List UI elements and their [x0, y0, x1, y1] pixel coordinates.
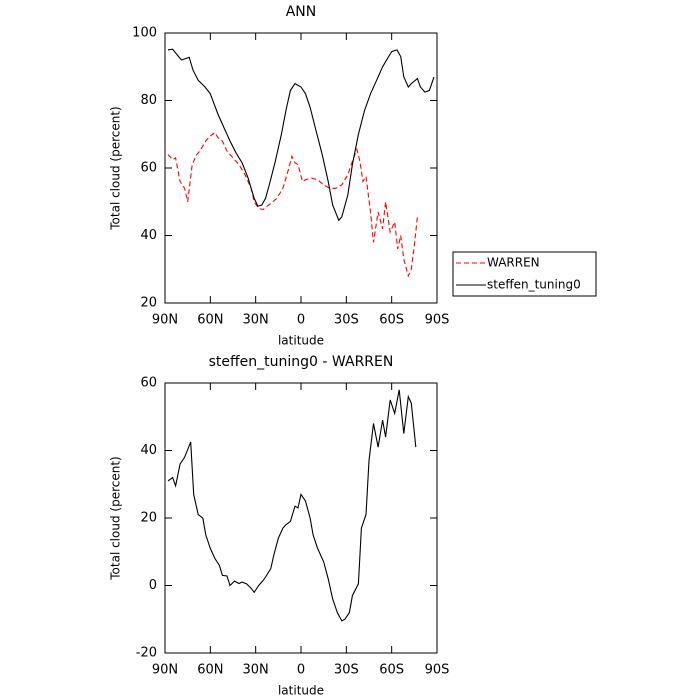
chart-title: ANN	[286, 4, 317, 20]
x-axis-label: latitude	[278, 684, 324, 698]
x-tick-label: 30N	[243, 313, 269, 328]
legend-label: WARREN	[487, 256, 540, 270]
x-tick-label: 90N	[152, 313, 178, 328]
x-tick-label: 60N	[197, 313, 223, 328]
x-tick-label: 0	[297, 663, 305, 678]
x-tick-label: 90S	[425, 313, 450, 328]
data-line	[167, 131, 418, 278]
data-line	[167, 389, 417, 622]
data-line	[167, 48, 435, 222]
y-tick-label: 40	[140, 443, 157, 458]
y-tick-label: 80	[140, 93, 157, 108]
x-tick-label: 30S	[334, 313, 359, 328]
x-tick-label: 60S	[379, 313, 404, 328]
x-axis-label: latitude	[278, 334, 324, 348]
plot-frame	[164, 32, 438, 304]
x-tick-label: 90S	[425, 663, 450, 678]
x-tick-label: 60S	[379, 663, 404, 678]
x-tick-label: 30S	[334, 663, 359, 678]
y-tick-label: 60	[140, 161, 157, 176]
plot-frame	[164, 382, 438, 654]
x-tick-label: 60N	[197, 663, 223, 678]
y-tick-label: 20	[140, 296, 157, 311]
legend-label: steffen_tuning0	[487, 278, 581, 292]
y-tick-label: 100	[132, 26, 157, 41]
y-tick-label: 20	[140, 511, 157, 526]
y-tick-label: 60	[140, 376, 157, 391]
legend-box	[452, 251, 597, 297]
x-tick-label: 0	[297, 313, 305, 328]
y-axis-label: Total cloud (percent)	[109, 456, 123, 580]
y-tick-label: 0	[149, 578, 157, 593]
x-tick-label: 30N	[243, 663, 269, 678]
chart-title: steffen_tuning0 - WARREN	[209, 354, 394, 370]
y-tick-label: 40	[140, 228, 157, 243]
x-tick-label: 90N	[152, 663, 178, 678]
y-axis-label: Total cloud (percent)	[109, 106, 123, 230]
y-tick-label: -20	[136, 646, 157, 661]
